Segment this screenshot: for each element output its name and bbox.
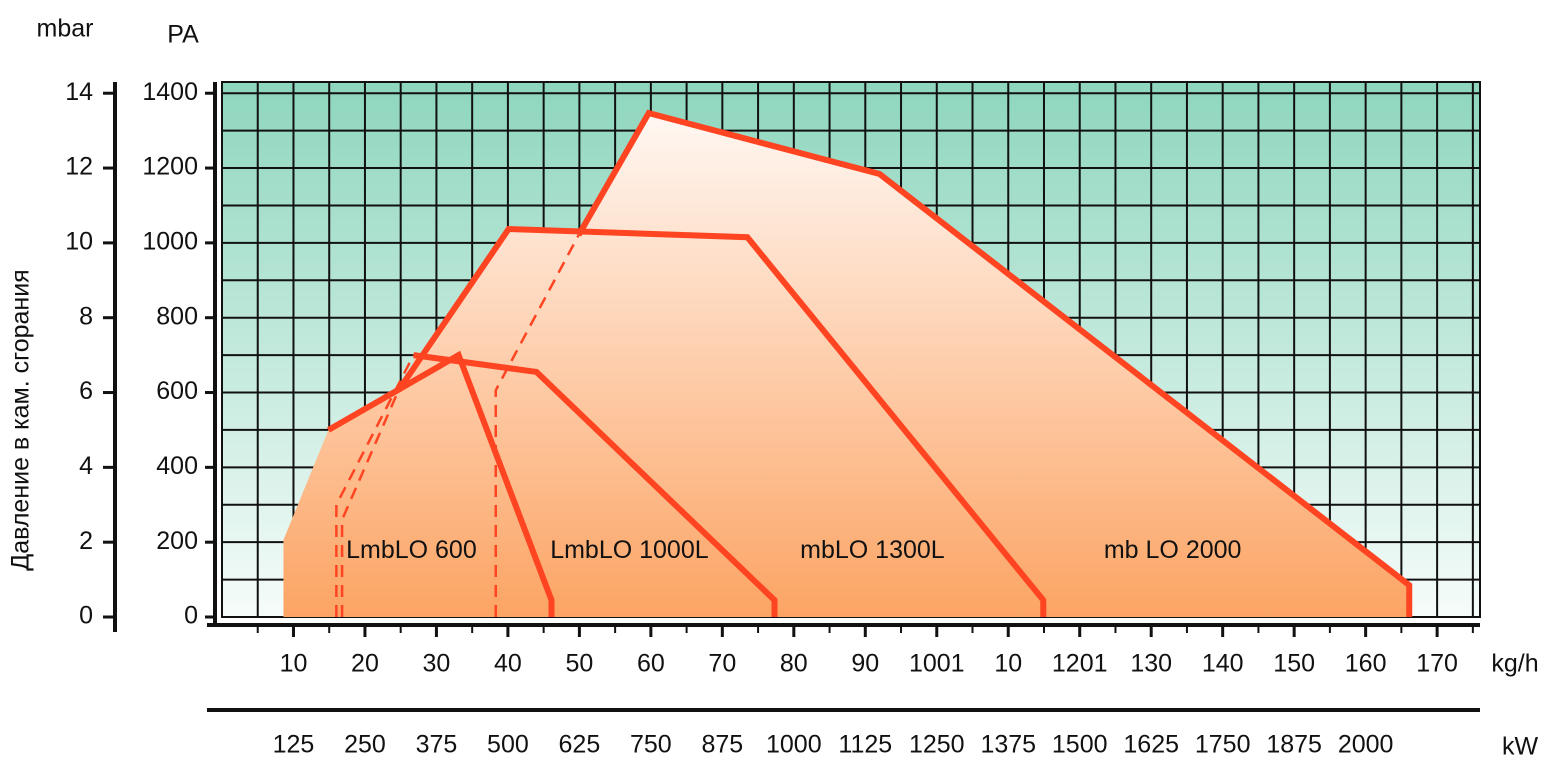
x2-tick-label: 1625 xyxy=(1123,731,1179,759)
y-tick-label: 0 xyxy=(184,602,198,630)
series-label: LmbLO 1000L xyxy=(550,536,709,564)
x-tick-label: 10 xyxy=(994,650,1022,678)
y-axis-label: Давление в кам. сгорания xyxy=(7,269,35,570)
series-line xyxy=(413,352,778,617)
x-tick-label: 70 xyxy=(708,650,736,678)
x-unit: kg/h xyxy=(1491,650,1538,678)
series-label: LmbLO 600 xyxy=(346,536,477,564)
y-tick-label: 1400 xyxy=(142,78,198,106)
x-tick-label: 30 xyxy=(423,650,451,678)
x-tick-label: 1201 xyxy=(1052,650,1108,678)
x2-tick-label: 1375 xyxy=(980,731,1036,759)
y-tick-label: 800 xyxy=(156,302,198,330)
dashed-line xyxy=(340,389,400,617)
y2-tick-label: 2 xyxy=(79,527,93,555)
series-line xyxy=(396,225,1047,617)
x2-tick-label: 1000 xyxy=(766,731,822,759)
y2-unit: mbar xyxy=(37,15,94,43)
x-tick-label: 130 xyxy=(1130,650,1172,678)
x-tick-label: 40 xyxy=(494,650,522,678)
x-tick-label: 50 xyxy=(565,650,593,678)
y-tick-label: 400 xyxy=(156,452,198,480)
x-tick-label: 80 xyxy=(780,650,808,678)
x-tick-label: 20 xyxy=(351,650,379,678)
x-tick-label: 160 xyxy=(1345,650,1387,678)
x-tick-label: 140 xyxy=(1202,650,1244,678)
x2-tick-label: 625 xyxy=(559,731,601,759)
envelope-fill xyxy=(283,429,329,617)
y-tick-label: 600 xyxy=(156,377,198,405)
x2-tick-label: 1125 xyxy=(838,731,892,759)
x2-tick-label: 1500 xyxy=(1052,731,1108,759)
x2-tick-label: 500 xyxy=(487,731,529,759)
y2-tick-label: 12 xyxy=(65,153,93,181)
x2-tick-label: 250 xyxy=(344,731,386,759)
y2-tick-label: 6 xyxy=(79,377,93,405)
x-tick-label: 170 xyxy=(1416,650,1458,678)
x2-tick-label: 750 xyxy=(630,731,672,759)
y2-tick-label: 10 xyxy=(65,227,93,255)
series-label: mb LO 2000 xyxy=(1104,536,1242,564)
series-line xyxy=(327,350,555,617)
x2-tick-label: 375 xyxy=(416,731,458,759)
y-unit: PA xyxy=(167,21,199,49)
y2-tick-label: 0 xyxy=(79,602,93,630)
x2-tick-label: 1250 xyxy=(909,731,965,759)
series-label: mbLO 1300L xyxy=(800,536,945,564)
y2-tick-label: 14 xyxy=(65,78,93,106)
x2-tick-label: 125 xyxy=(273,731,315,759)
y-tick-label: 1200 xyxy=(142,153,198,181)
x-tick-label: 10 xyxy=(280,650,308,678)
x-tick-label: 90 xyxy=(851,650,879,678)
series-line xyxy=(576,109,1413,617)
x2-tick-label: 875 xyxy=(701,731,743,759)
dashed-line xyxy=(494,234,580,617)
y2-tick-label: 8 xyxy=(79,302,93,330)
dashed-line xyxy=(335,354,415,617)
x2-unit: kW xyxy=(1502,733,1539,761)
x-tick-label: 60 xyxy=(637,650,665,678)
y2-tick-label: 4 xyxy=(79,452,93,480)
x2-tick-label: 1750 xyxy=(1195,731,1251,759)
x2-tick-label: 1875 xyxy=(1266,731,1322,759)
y-tick-label: 200 xyxy=(156,527,198,555)
y-tick-label: 1000 xyxy=(142,227,198,255)
x2-tick-label: 2000 xyxy=(1338,731,1394,759)
x-tick-label: 150 xyxy=(1273,650,1315,678)
x-tick-label: 1001 xyxy=(909,650,965,678)
